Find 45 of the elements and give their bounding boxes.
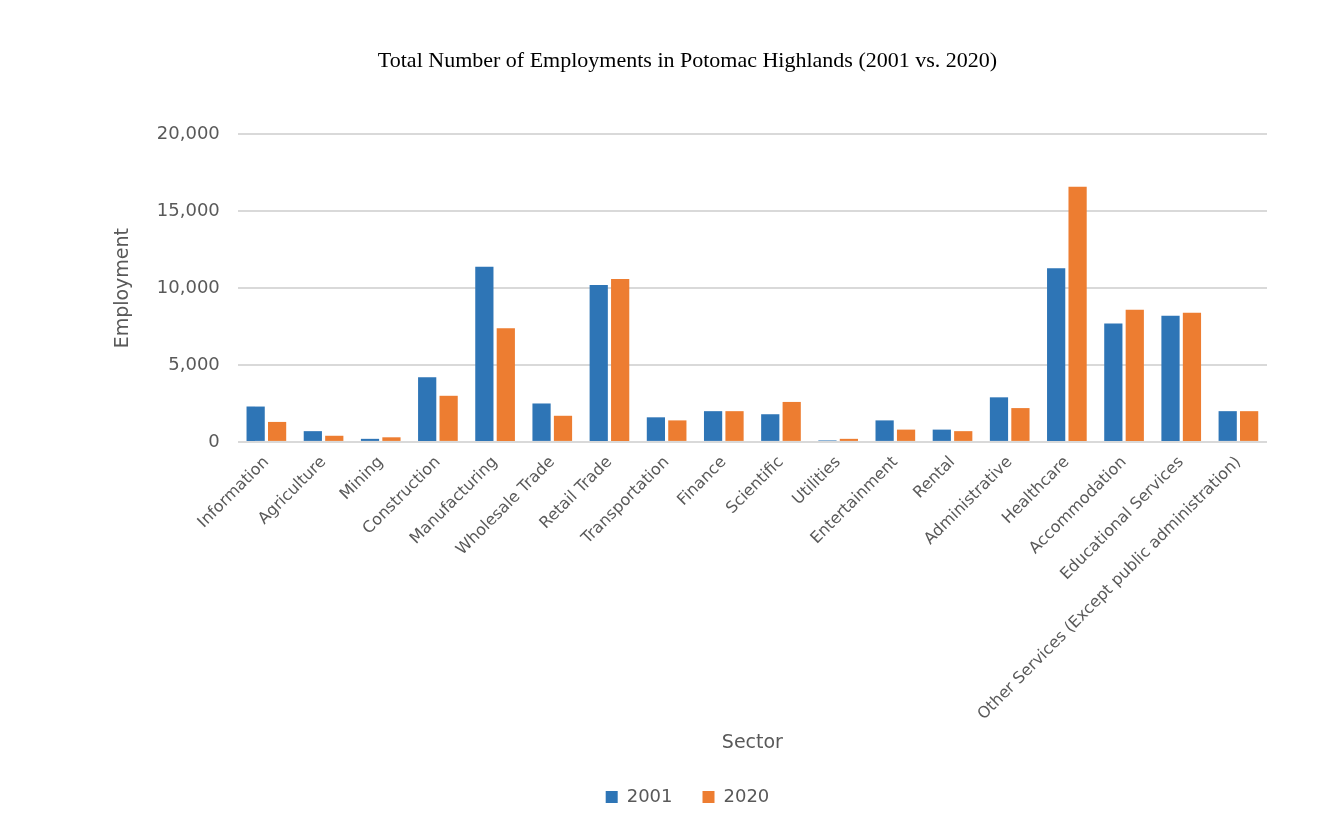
- bar: [1104, 323, 1123, 441]
- bar: [360, 438, 380, 441]
- bar: [1047, 268, 1066, 441]
- legend-label: 2020: [723, 784, 770, 806]
- bar: [418, 377, 437, 441]
- x-axis-title: Sector: [721, 729, 784, 752]
- bar: [954, 431, 973, 441]
- bar: [1218, 411, 1237, 441]
- y-tick-label: 15,000: [156, 198, 220, 220]
- bar: [896, 429, 916, 441]
- bar: [382, 437, 401, 441]
- bar: [611, 278, 630, 441]
- bar: [553, 415, 573, 441]
- bar: [725, 411, 744, 441]
- bar: [782, 401, 801, 441]
- bar: [646, 417, 666, 441]
- y-axis-title: Employment: [110, 227, 133, 349]
- bar: [496, 328, 515, 441]
- y-tick-label: 5,000: [168, 352, 220, 374]
- legend-label: 2001: [626, 784, 673, 806]
- bar: [246, 406, 265, 441]
- y-tick-label: 0: [208, 429, 220, 451]
- bar: [668, 420, 687, 441]
- bar: [703, 411, 723, 441]
- y-tick-label: 10,000: [156, 275, 220, 297]
- bar: [475, 266, 494, 441]
- bar: [303, 431, 322, 441]
- bar: [589, 285, 608, 441]
- bar: [989, 397, 1009, 441]
- bar: [1068, 186, 1087, 441]
- bar: [1182, 312, 1202, 441]
- bar: [1011, 408, 1030, 441]
- bar: [267, 421, 287, 441]
- bar: [1125, 309, 1144, 441]
- chart-title: Total Number of Employments in Potomac Highlands (2001 vs. 2020): [377, 46, 998, 72]
- bar: [875, 420, 894, 441]
- bar: [932, 429, 951, 441]
- bar: [839, 438, 858, 441]
- bar: [761, 414, 780, 441]
- bar: [532, 403, 551, 441]
- bar: [439, 395, 458, 441]
- bar: [1161, 315, 1180, 441]
- bar: [325, 435, 344, 441]
- y-tick-label: 20,000: [156, 122, 220, 144]
- bar: [1240, 411, 1259, 441]
